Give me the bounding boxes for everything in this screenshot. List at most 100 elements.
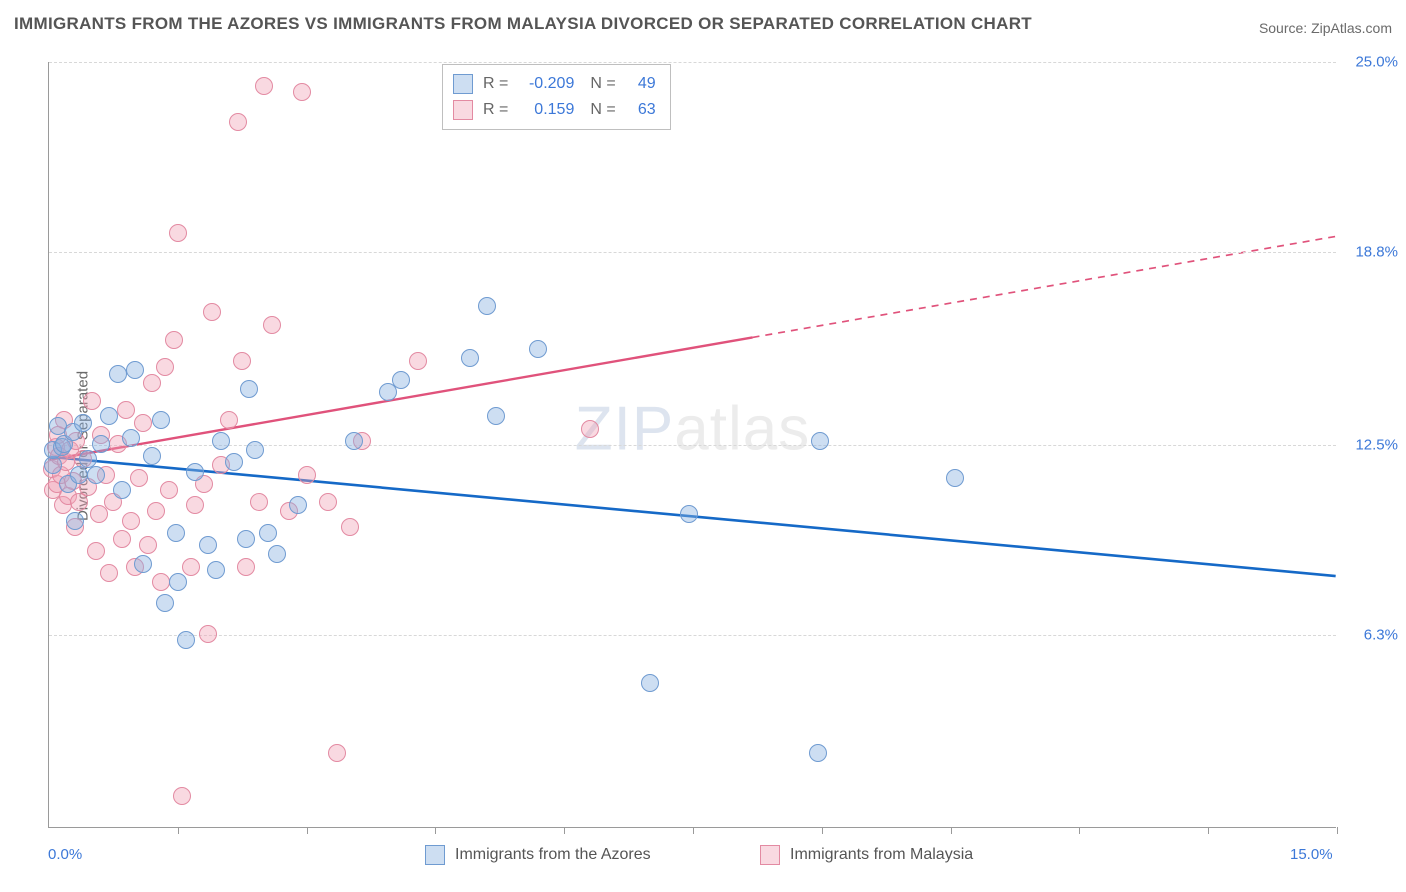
- data-point-malaysia: [409, 352, 427, 370]
- swatch-azores: [453, 74, 473, 94]
- data-point-malaysia: [237, 558, 255, 576]
- data-point-azores: [345, 432, 363, 450]
- data-point-malaysia: [87, 542, 105, 560]
- data-point-azores: [109, 365, 127, 383]
- data-point-azores: [126, 361, 144, 379]
- x-tick: [178, 827, 179, 834]
- data-point-azores: [268, 545, 286, 563]
- data-point-azores: [946, 469, 964, 487]
- watermark: ZIPatlas: [575, 394, 810, 465]
- data-point-malaysia: [83, 392, 101, 410]
- gridline-h: [49, 252, 1336, 253]
- data-point-malaysia: [220, 411, 238, 429]
- data-point-azores: [169, 573, 187, 591]
- y-tick-label: 18.8%: [1342, 243, 1398, 260]
- data-point-azores: [680, 505, 698, 523]
- data-point-malaysia: [90, 505, 108, 523]
- r-label: R =: [483, 75, 508, 93]
- data-point-malaysia: [169, 224, 187, 242]
- n-value-malaysia: 63: [626, 101, 656, 119]
- data-point-malaysia: [319, 493, 337, 511]
- data-point-malaysia: [255, 77, 273, 95]
- source-attribution: Source: ZipAtlas.com: [1259, 20, 1392, 36]
- data-point-malaysia: [139, 536, 157, 554]
- data-point-malaysia: [229, 113, 247, 131]
- data-point-azores: [478, 297, 496, 315]
- x-axis-min-label: 0.0%: [48, 846, 82, 863]
- data-point-azores: [143, 447, 161, 465]
- data-point-malaysia: [113, 530, 131, 548]
- data-point-azores: [225, 453, 243, 471]
- data-point-azores: [237, 530, 255, 548]
- legend-label-malaysia: Immigrants from Malaysia: [790, 846, 973, 864]
- data-point-malaysia: [70, 493, 88, 511]
- data-point-azores: [212, 432, 230, 450]
- data-point-azores: [809, 744, 827, 762]
- x-axis-max-label: 15.0%: [1290, 846, 1333, 863]
- x-tick: [307, 827, 308, 834]
- data-point-malaysia: [199, 625, 217, 643]
- data-point-azores: [392, 371, 410, 389]
- plot-area: ZIPatlas 6.3%12.5%18.8%25.0%: [48, 62, 1336, 828]
- data-point-azores: [186, 463, 204, 481]
- data-point-malaysia: [182, 558, 200, 576]
- x-tick: [822, 827, 823, 834]
- n-label: N =: [590, 75, 615, 93]
- stats-box: R = -0.209 N = 49 R = 0.159 N = 63: [442, 64, 671, 130]
- data-point-azores: [92, 435, 110, 453]
- data-point-azores: [641, 674, 659, 692]
- data-point-malaysia: [152, 573, 170, 591]
- data-point-azores: [122, 429, 140, 447]
- legend-swatch-azores: [425, 845, 445, 865]
- r-value-malaysia: 0.159: [518, 101, 574, 119]
- x-tick: [1079, 827, 1080, 834]
- r-label: R =: [483, 101, 508, 119]
- data-point-azores: [113, 481, 131, 499]
- data-point-azores: [100, 407, 118, 425]
- data-point-malaysia: [263, 316, 281, 334]
- data-point-azores: [461, 349, 479, 367]
- data-point-malaysia: [298, 466, 316, 484]
- data-point-malaysia: [143, 374, 161, 392]
- gridline-h: [49, 445, 1336, 446]
- data-point-malaysia: [156, 358, 174, 376]
- data-point-malaysia: [293, 83, 311, 101]
- legend-label-azores: Immigrants from the Azores: [455, 846, 651, 864]
- data-point-malaysia: [130, 469, 148, 487]
- swatch-malaysia: [453, 100, 473, 120]
- data-point-azores: [240, 380, 258, 398]
- legend-swatch-malaysia: [760, 845, 780, 865]
- data-point-azores: [87, 466, 105, 484]
- legend-malaysia: Immigrants from Malaysia: [760, 845, 973, 865]
- watermark-atlas: atlas: [674, 395, 810, 464]
- y-tick-label: 6.3%: [1342, 626, 1398, 643]
- data-point-azores: [529, 340, 547, 358]
- data-point-azores: [74, 414, 92, 432]
- data-point-azores: [70, 466, 88, 484]
- source-prefix: Source:: [1259, 20, 1311, 36]
- data-point-malaysia: [160, 481, 178, 499]
- y-tick-label: 25.0%: [1342, 54, 1398, 71]
- data-point-malaysia: [117, 401, 135, 419]
- data-point-malaysia: [165, 331, 183, 349]
- n-value-azores: 49: [626, 75, 656, 93]
- data-point-azores: [156, 594, 174, 612]
- stats-row-malaysia: R = 0.159 N = 63: [453, 97, 656, 123]
- r-value-azores: -0.209: [518, 75, 574, 93]
- data-point-malaysia: [250, 493, 268, 511]
- x-tick: [564, 827, 565, 834]
- data-point-azores: [487, 407, 505, 425]
- data-point-azores: [207, 561, 225, 579]
- data-point-azores: [66, 512, 84, 530]
- data-point-malaysia: [233, 352, 251, 370]
- y-tick-label: 12.5%: [1342, 437, 1398, 454]
- stats-row-azores: R = -0.209 N = 49: [453, 71, 656, 97]
- data-point-malaysia: [173, 787, 191, 805]
- data-point-azores: [167, 524, 185, 542]
- data-point-malaysia: [100, 564, 118, 582]
- x-tick: [693, 827, 694, 834]
- data-point-malaysia: [581, 420, 599, 438]
- x-tick: [435, 827, 436, 834]
- data-point-azores: [259, 524, 277, 542]
- data-point-malaysia: [203, 303, 221, 321]
